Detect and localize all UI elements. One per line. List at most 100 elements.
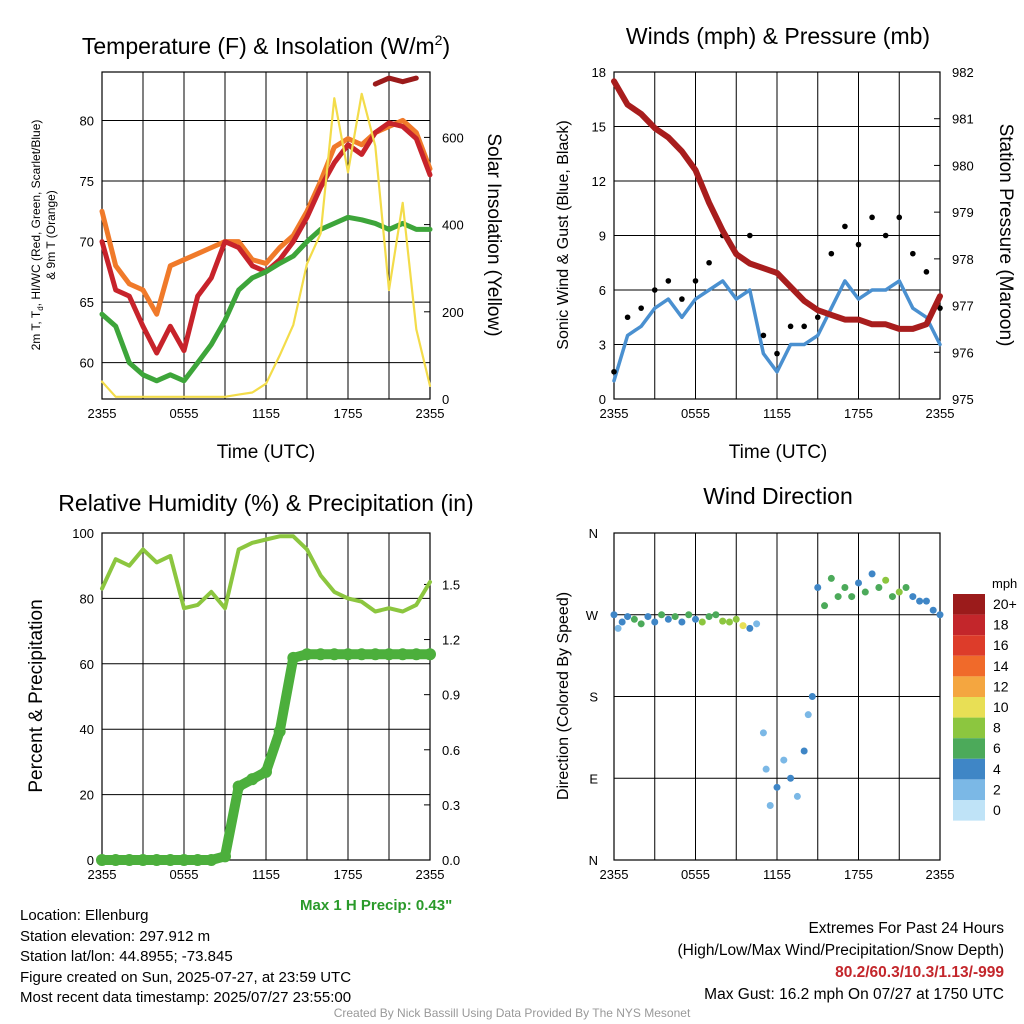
- x-tick-label: 2355: [926, 867, 955, 882]
- y-tick-label: 75: [80, 174, 94, 189]
- direction-point: [762, 765, 770, 773]
- y-tick-label: 3: [599, 338, 606, 353]
- gust-point: [801, 323, 807, 330]
- direction-point: [773, 783, 781, 791]
- gust-point: [869, 214, 875, 221]
- direction-point: [808, 693, 816, 700]
- direction-point: [882, 576, 890, 584]
- direction-point: [804, 711, 812, 719]
- direction-point: [936, 611, 944, 619]
- gust-point: [611, 368, 617, 375]
- y-tick-label: 60: [80, 356, 94, 371]
- legend-title: mph: [992, 576, 1017, 591]
- x-tick-label: 1755: [844, 406, 873, 421]
- y-axis-label: Percent & Precipitation: [26, 599, 47, 792]
- y2-tick-label: 1.5: [442, 577, 460, 592]
- direction-point: [902, 584, 910, 591]
- y2-tick-label: 979: [952, 205, 974, 220]
- direction-point: [827, 574, 835, 582]
- legend-swatch: [953, 676, 985, 697]
- direction-point: [685, 611, 693, 619]
- credit-line: Created By Nick Bassill Using Data Provi…: [333, 1006, 691, 1020]
- legend-label: 20+: [993, 596, 1017, 612]
- panel-winds: 2355 0555 1155 1755 235503691215189759769779…: [555, 23, 1016, 463]
- direction-point: [739, 622, 747, 630]
- series-line-rh: [100, 534, 432, 614]
- direction-point: [888, 593, 896, 601]
- legend-label: 0: [993, 802, 1001, 818]
- chart-title-close: ): [442, 33, 450, 59]
- y-tick-label: 40: [80, 722, 94, 737]
- gust-point: [896, 214, 903, 221]
- direction-point: [780, 756, 788, 764]
- direction-point: [614, 624, 622, 632]
- station-location: Location: Ellenburg: [20, 907, 149, 924]
- legend-swatch: [953, 697, 985, 718]
- direction-point: [725, 618, 733, 626]
- legend-swatch: [953, 594, 985, 615]
- y-tick-label: 12: [592, 174, 606, 189]
- y-axis-label-part: , HI/WC (Red, Green, Scarlet/Blue): [29, 120, 43, 307]
- gust-point: [814, 314, 821, 321]
- y-tick-label: 0: [599, 392, 606, 407]
- direction-point: [821, 602, 829, 610]
- station-info: Location: Ellenburg Station elevation: 2…: [20, 906, 351, 1009]
- direction-point: [834, 593, 842, 601]
- direction-point: [759, 729, 767, 737]
- y-tick-label: 100: [72, 526, 94, 541]
- direction-point: [766, 802, 774, 809]
- direction-point: [664, 615, 672, 623]
- y-tick-label: 20: [80, 788, 94, 803]
- y2-tick-label: 982: [952, 65, 974, 80]
- x-tick-label: 2355: [416, 406, 445, 421]
- direction-point: [875, 584, 883, 591]
- gust-point: [651, 287, 658, 293]
- extremes-values: 80.2/60.3/10.3/1.13/-999: [835, 964, 1004, 981]
- x-tick-label: 2355: [88, 406, 117, 421]
- gust-point: [692, 278, 699, 284]
- direction-point: [848, 593, 856, 601]
- chart-title: Winds (mph) & Pressure (mb): [626, 23, 930, 49]
- direction-point: [644, 613, 652, 621]
- direction-point: [618, 618, 626, 626]
- x-tick-label: 2355: [416, 867, 445, 882]
- direction-point: [705, 613, 713, 621]
- chart-title: Temperature (F) & Insolation (W/m2): [82, 32, 450, 59]
- x-axis-label: Time (UTC): [217, 442, 316, 463]
- direction-point: [895, 588, 903, 596]
- x-tick-label: 1155: [252, 406, 280, 421]
- direction-point: [793, 792, 801, 800]
- y-tick-label: 0: [87, 853, 94, 868]
- x-tick-label: 0555: [170, 867, 199, 882]
- x-axis-label: Time (UTC): [729, 442, 828, 463]
- direction-point: [855, 579, 862, 587]
- direction-point: [746, 624, 754, 632]
- series-line-pressure: [611, 78, 943, 332]
- legend-label: 8: [993, 720, 1001, 736]
- y2-tick-label: 975: [952, 392, 974, 407]
- speed-legend: mph 20+ 18 16 14 12 10 8 6 4 2 0: [953, 576, 1017, 821]
- legend-swatch: [953, 779, 985, 800]
- gust-point: [828, 250, 835, 257]
- x-tick-label: 2355: [600, 406, 629, 421]
- station-latlon: Station lat/lon: 44.8955; -73.845: [20, 948, 233, 965]
- gust-point: [787, 323, 794, 330]
- y2-axis-label: Station Pressure (Maroon): [995, 124, 1016, 347]
- y2-tick-label: 980: [952, 158, 974, 173]
- direction-point: [692, 615, 699, 623]
- x-tick-label: 1755: [334, 867, 363, 882]
- legend-label: 2: [993, 781, 1001, 797]
- y2-tick-label: 976: [952, 345, 974, 360]
- y-tick-label: 80: [80, 113, 94, 128]
- legend-swatch: [953, 655, 985, 677]
- y-tick-label: 15: [592, 120, 606, 135]
- y-axis-label: 2m T, Td, HI/WC (Red, Green, Scarlet/Blu…: [29, 120, 45, 351]
- direction-point: [658, 611, 666, 619]
- y2-axis-label: Solar Insolation (Yellow): [483, 133, 504, 336]
- y2-tick-label: 0.9: [442, 688, 460, 703]
- series-line-sonic-wind: [612, 279, 942, 383]
- gust-point: [624, 314, 631, 321]
- direction-point: [861, 588, 869, 596]
- y2-tick-label: 0.0: [442, 853, 460, 868]
